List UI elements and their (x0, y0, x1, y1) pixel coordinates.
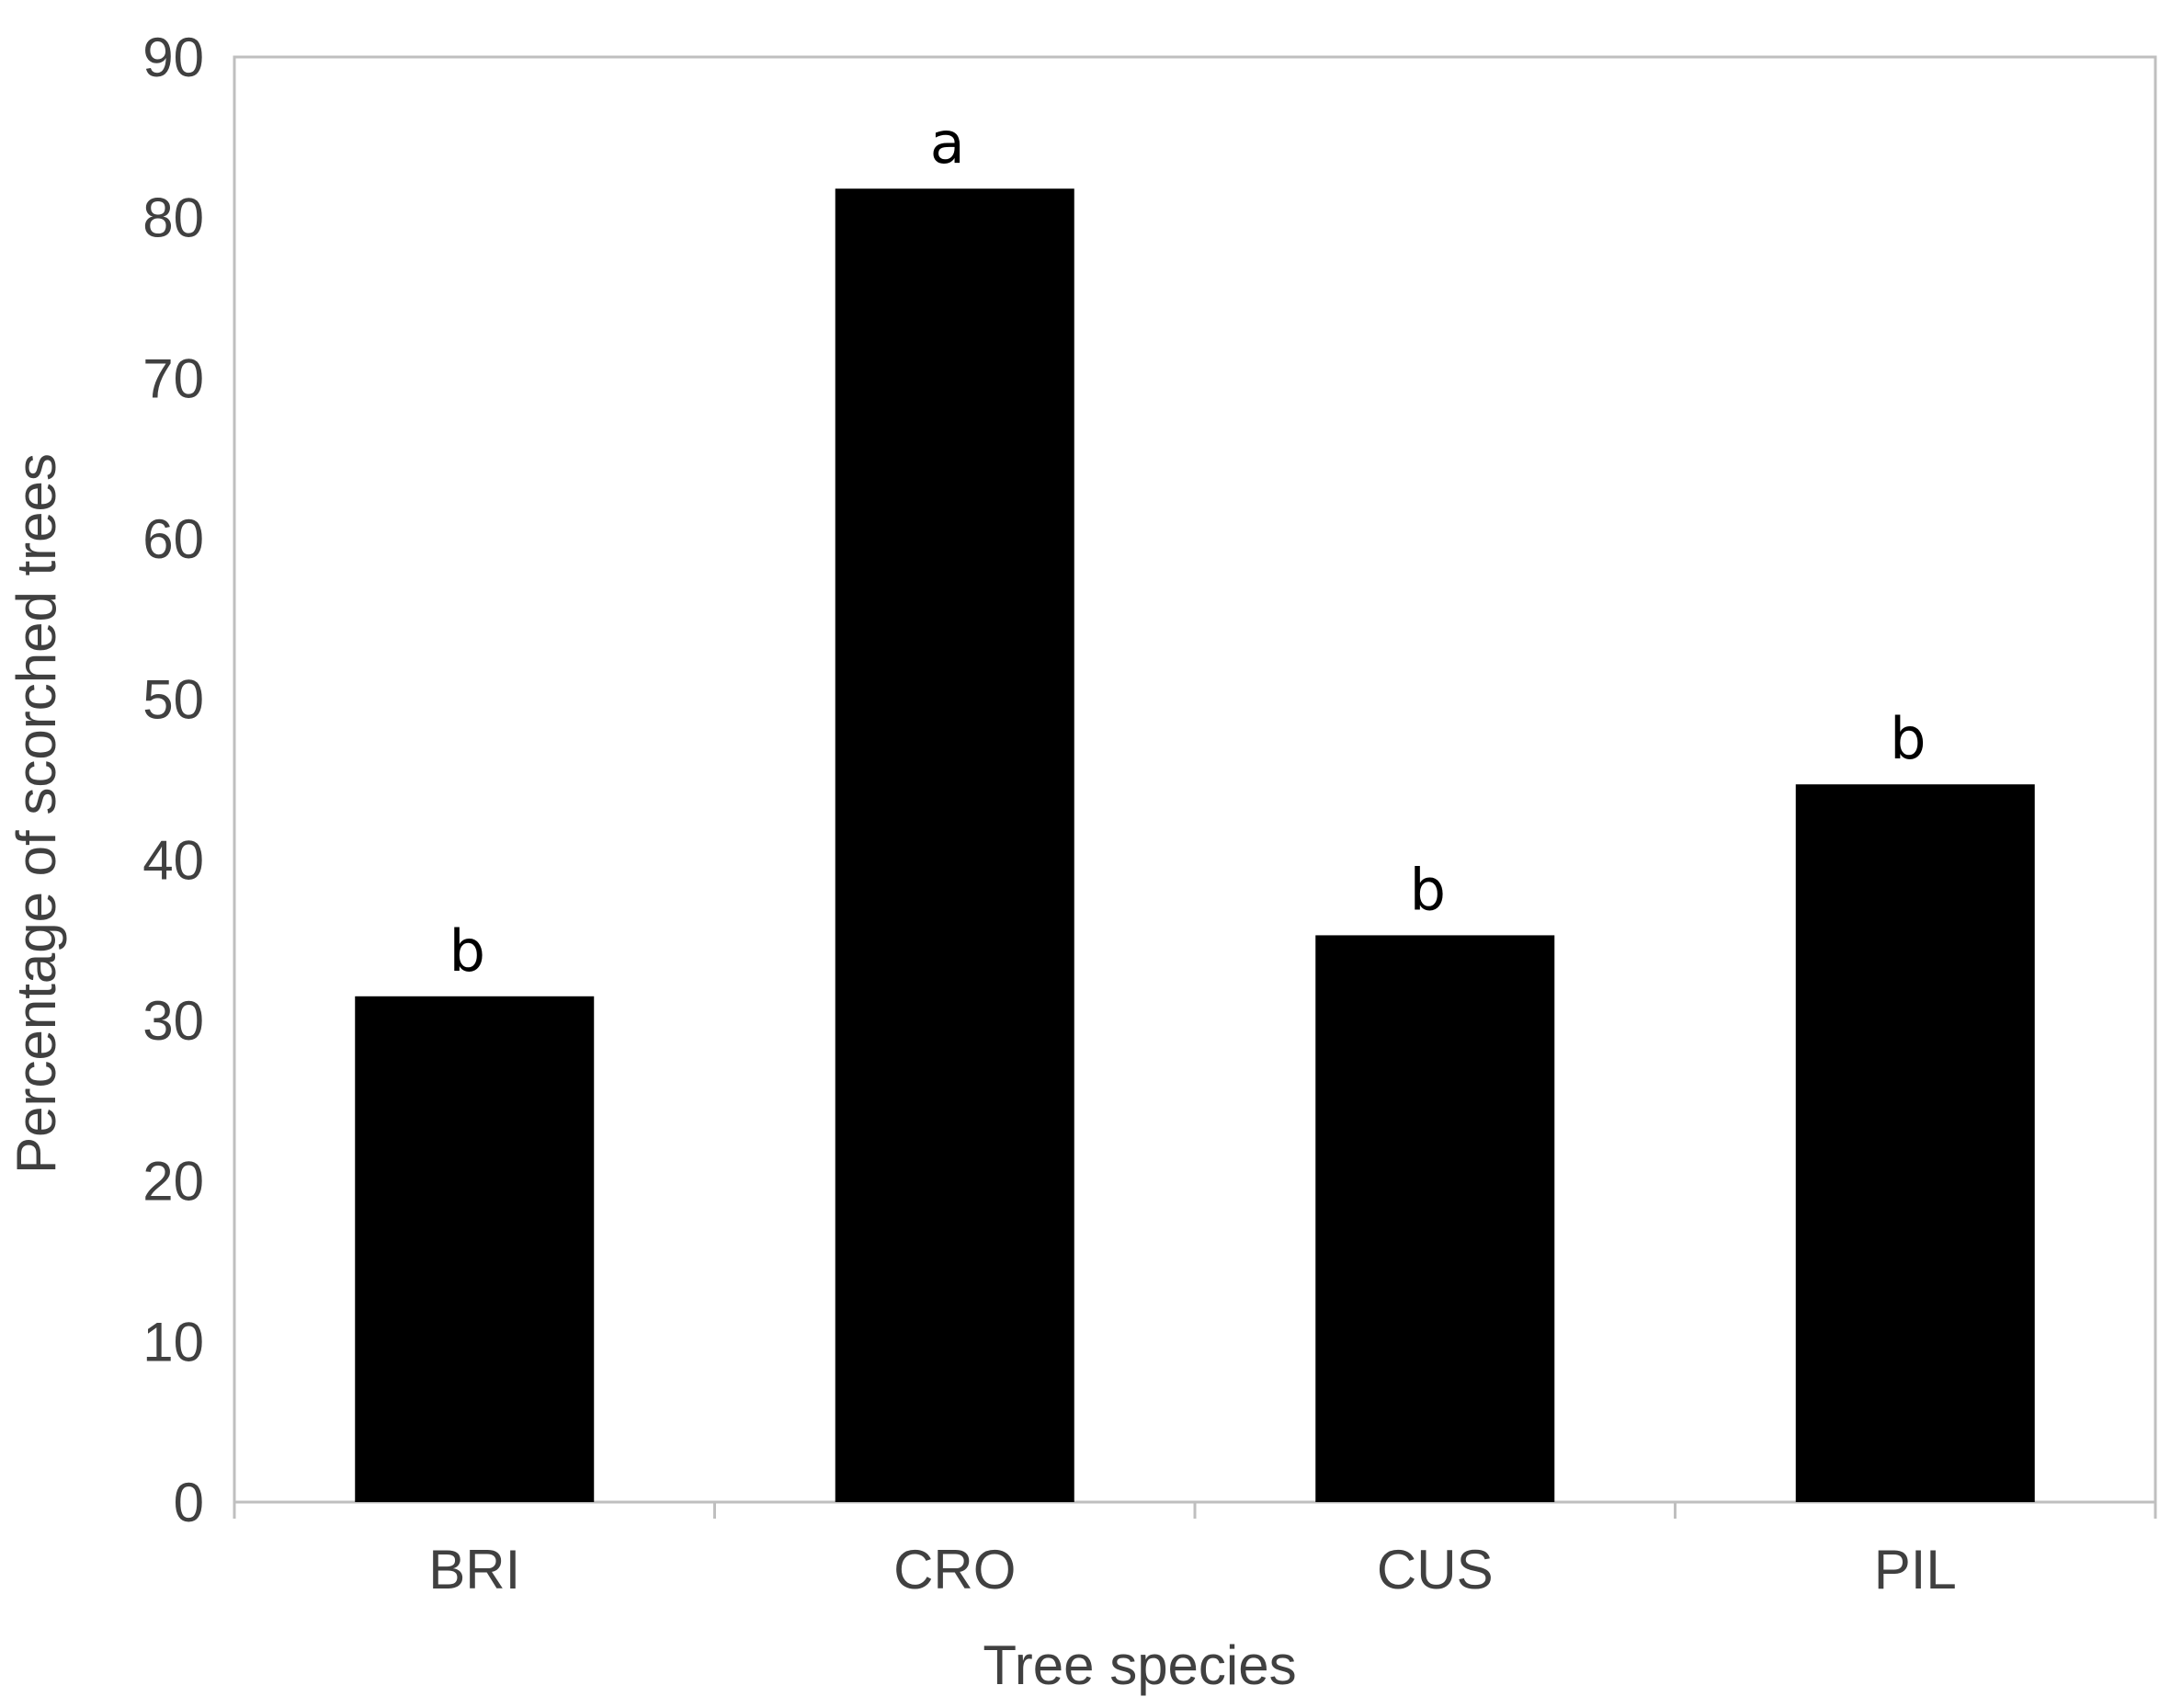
significance-labels: b a b b (449, 109, 1927, 985)
y-tick-label: 90 (142, 27, 204, 88)
x-tick-label: BRI (428, 1539, 520, 1600)
y-tick-label: 40 (142, 829, 204, 891)
x-axis-title: Tree species (983, 1634, 1296, 1696)
y-axis-title: Percentage of scorched trees (6, 453, 67, 1174)
y-tick-label: 50 (142, 669, 204, 731)
x-tick-label: PIL (1874, 1539, 1957, 1600)
x-tick-label: CUS (1377, 1539, 1494, 1600)
significance-letter: b (1410, 856, 1446, 923)
bars-group (355, 188, 2035, 1502)
x-axis-ticks: BRI CRO CUS PIL (233, 1502, 2157, 1600)
y-tick-label: 70 (142, 347, 204, 409)
significance-letter: b (1890, 705, 1926, 772)
bar-pil (1795, 784, 2035, 1502)
significance-letter: a (930, 109, 965, 176)
significance-letter: b (449, 917, 485, 985)
y-tick-label: 60 (142, 508, 204, 570)
y-tick-label: 10 (142, 1311, 204, 1372)
y-tick-label: 30 (142, 990, 204, 1052)
y-axis-ticks: 0 10 20 30 40 50 60 70 80 90 (142, 27, 204, 1533)
y-tick-label: 0 (174, 1472, 204, 1533)
bar-cus (1315, 935, 1555, 1502)
y-tick-label: 20 (142, 1151, 204, 1213)
y-tick-label: 80 (142, 188, 204, 249)
bar-cro (835, 188, 1074, 1502)
x-tick-label: CRO (893, 1539, 1016, 1600)
bar-bri (355, 996, 595, 1502)
